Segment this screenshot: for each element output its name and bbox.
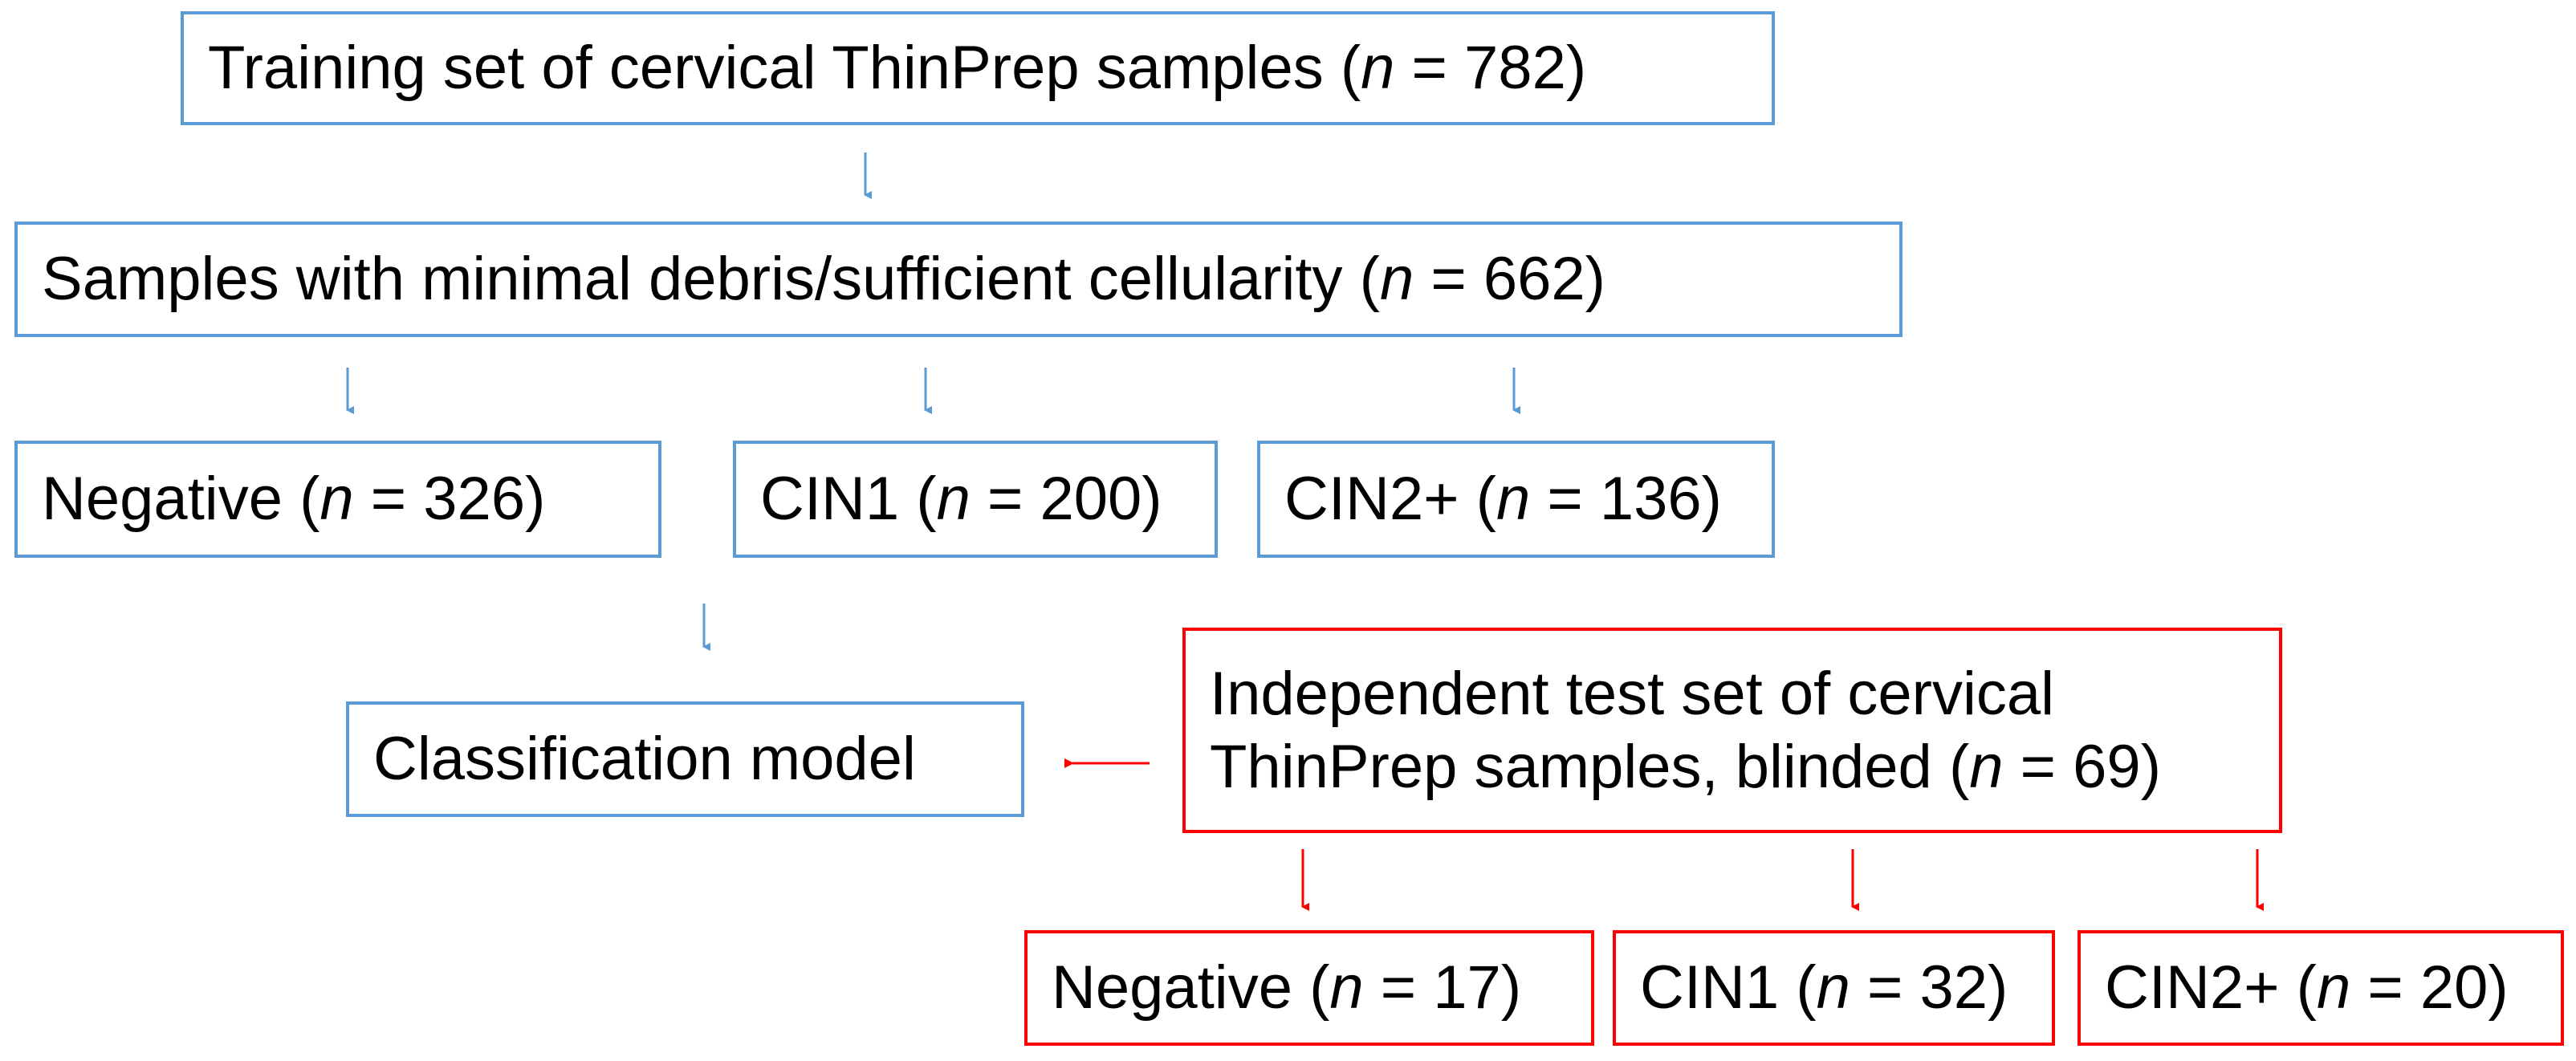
classification-model-box: Classification model [346, 701, 1024, 817]
test-negative-box: Negative (n = 17) [1024, 930, 1594, 1046]
test-cin2-box: CIN2+ (n = 20) [2077, 930, 2564, 1046]
training-set-label: Training set of cervical ThinPrep sample… [208, 34, 1587, 103]
training-set-box: Training set of cervical ThinPrep sample… [181, 11, 1775, 125]
train-negative-box: Negative (n = 326) [14, 441, 661, 558]
filtered-samples-label: Samples with minimal debris/sufficient c… [42, 245, 1605, 314]
train-cin1-box: CIN1 (n = 200) [733, 441, 1218, 558]
test-cin2-label: CIN2+ (n = 20) [2105, 953, 2509, 1022]
train-negative-label: Negative (n = 326) [42, 465, 546, 534]
test-cin1-label: CIN1 (n = 32) [1640, 953, 2008, 1022]
test-cin1-box: CIN1 (n = 32) [1613, 930, 2055, 1046]
train-cin1-label: CIN1 (n = 200) [760, 465, 1162, 534]
test-negative-label: Negative (n = 17) [1052, 953, 1522, 1022]
test-set-label-line1: Independent test set of cervical [1210, 659, 2054, 728]
classification-model-label: Classification model [373, 725, 916, 794]
test-set-box: Independent test set of cervical ThinPre… [1182, 628, 2282, 833]
test-set-label-line2: ThinPrep samples, blinded (n = 69) [1210, 733, 2162, 801]
train-cin2-box: CIN2+ (n = 136) [1257, 441, 1775, 558]
train-cin2-label: CIN2+ (n = 136) [1284, 465, 1722, 534]
filtered-samples-box: Samples with minimal debris/sufficient c… [14, 222, 1902, 337]
